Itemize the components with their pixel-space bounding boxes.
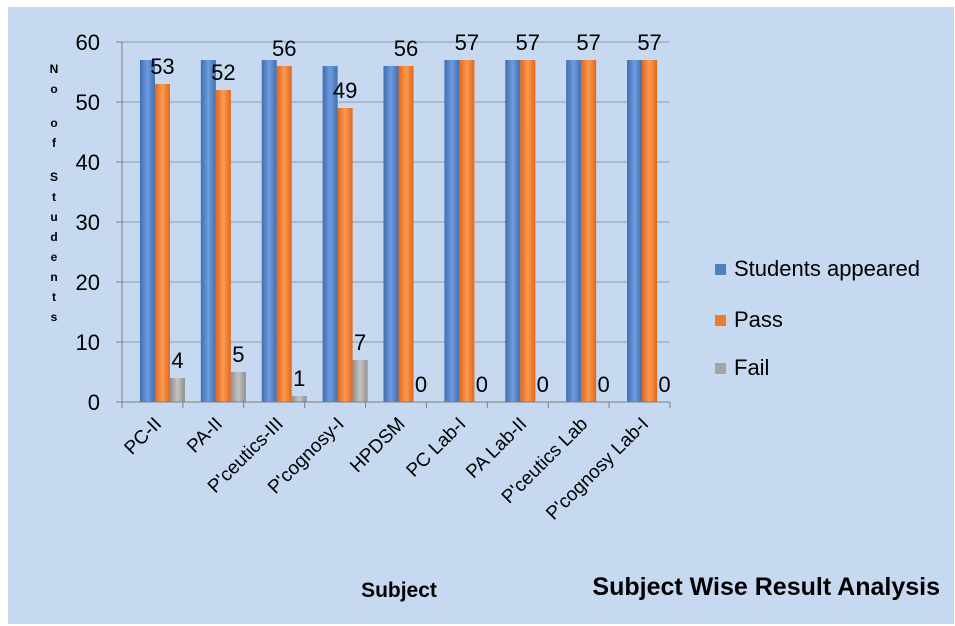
y-axis-title-char: o — [50, 82, 57, 96]
legend-swatch — [715, 264, 726, 275]
y-axis-title-char: o — [50, 116, 57, 130]
titles: Subject Subject Wise Result Analysis — [361, 573, 940, 602]
y-tick-label: 0 — [88, 390, 100, 415]
data-label: 0 — [598, 372, 610, 397]
data-label: 5 — [232, 342, 244, 367]
bar-students-appeared — [566, 60, 582, 402]
legend-swatch — [715, 363, 726, 374]
bar-students-appeared — [200, 60, 216, 402]
bar-fail — [169, 378, 185, 402]
y-axis-title-char: e — [51, 250, 58, 264]
data-label: 52 — [211, 60, 235, 85]
y-tick-label: 60 — [76, 30, 100, 55]
x-category-label: HPDSM — [346, 414, 409, 477]
data-label: 57 — [637, 30, 661, 55]
legend-label: Pass — [734, 307, 783, 332]
bar-fail — [352, 360, 368, 402]
legend-label: Fail — [734, 355, 769, 380]
x-category-label: PA-II — [183, 414, 227, 458]
legend: Students appeared Pass Fail — [715, 256, 920, 380]
bar-students-appeared — [505, 60, 521, 402]
x-category-label: PC Lab-I — [403, 414, 471, 482]
y-axis-title-char: N — [50, 62, 59, 76]
data-label: 49 — [333, 78, 357, 103]
data-label: 1 — [293, 366, 305, 391]
bar-students-appeared — [261, 60, 277, 402]
legend-label: Students appeared — [734, 256, 920, 281]
y-tick-label: 10 — [76, 330, 100, 355]
y-axis-title-char: f — [52, 136, 57, 150]
bar-students-appeared — [444, 60, 460, 402]
data-label: 56 — [272, 36, 296, 61]
bar-pass — [459, 60, 475, 402]
y-axis-title-char: t — [52, 290, 56, 304]
y-axis-title-char: n — [50, 270, 57, 284]
chart-area: 0 10 20 30 40 50 60 PC-II PA-II P'ceutics-III P'co… — [8, 7, 954, 624]
bar-students-appeared — [627, 60, 643, 402]
bar-pass — [398, 66, 414, 402]
data-label: 0 — [476, 372, 488, 397]
data-label: 57 — [516, 30, 540, 55]
y-axis-title-char: S — [50, 170, 58, 184]
bar-pass — [581, 60, 597, 402]
y-axis-title-char: t — [52, 190, 56, 204]
legend-swatch — [715, 315, 726, 326]
y-tick-label: 30 — [76, 210, 100, 235]
data-label: 57 — [455, 30, 479, 55]
y-axis-title-char: u — [50, 210, 57, 224]
data-label: 7 — [354, 330, 366, 355]
y-tick-label: 40 — [76, 150, 100, 175]
bar-pass — [276, 66, 292, 402]
x-axis-title: Subject — [361, 579, 437, 602]
y-tick-label: 20 — [76, 270, 100, 295]
chart-title: Subject Wise Result Analysis — [592, 573, 940, 601]
x-category-label: P'cognosy Lab-I — [542, 414, 653, 525]
data-label: 0 — [415, 372, 427, 397]
bar-pass — [642, 60, 658, 402]
x-category-label: PC-II — [121, 414, 166, 459]
data-label: 0 — [537, 372, 549, 397]
bar-pass — [520, 60, 536, 402]
data-labels: 53 52 56 49 56 57 57 57 57 4 5 1 7 0 0 0 0 0 — [150, 30, 670, 397]
data-label: 57 — [576, 30, 600, 55]
bar-students-appeared — [139, 60, 155, 402]
y-axis-title-char: s — [51, 310, 58, 324]
bar-pass — [337, 108, 353, 402]
bar-pass — [215, 90, 231, 402]
data-label: 53 — [150, 54, 174, 79]
y-axis-title-char: d — [50, 230, 57, 244]
data-label: 56 — [394, 36, 418, 61]
bar-students-appeared — [383, 66, 399, 402]
bars — [139, 60, 658, 402]
y-tick-label: 50 — [76, 90, 100, 115]
data-label: 4 — [171, 348, 183, 373]
data-label: 0 — [658, 372, 670, 397]
bar-fail — [230, 372, 246, 402]
bar-students-appeared — [322, 66, 338, 402]
bar-pass — [154, 84, 170, 402]
bar-fail — [291, 396, 307, 402]
